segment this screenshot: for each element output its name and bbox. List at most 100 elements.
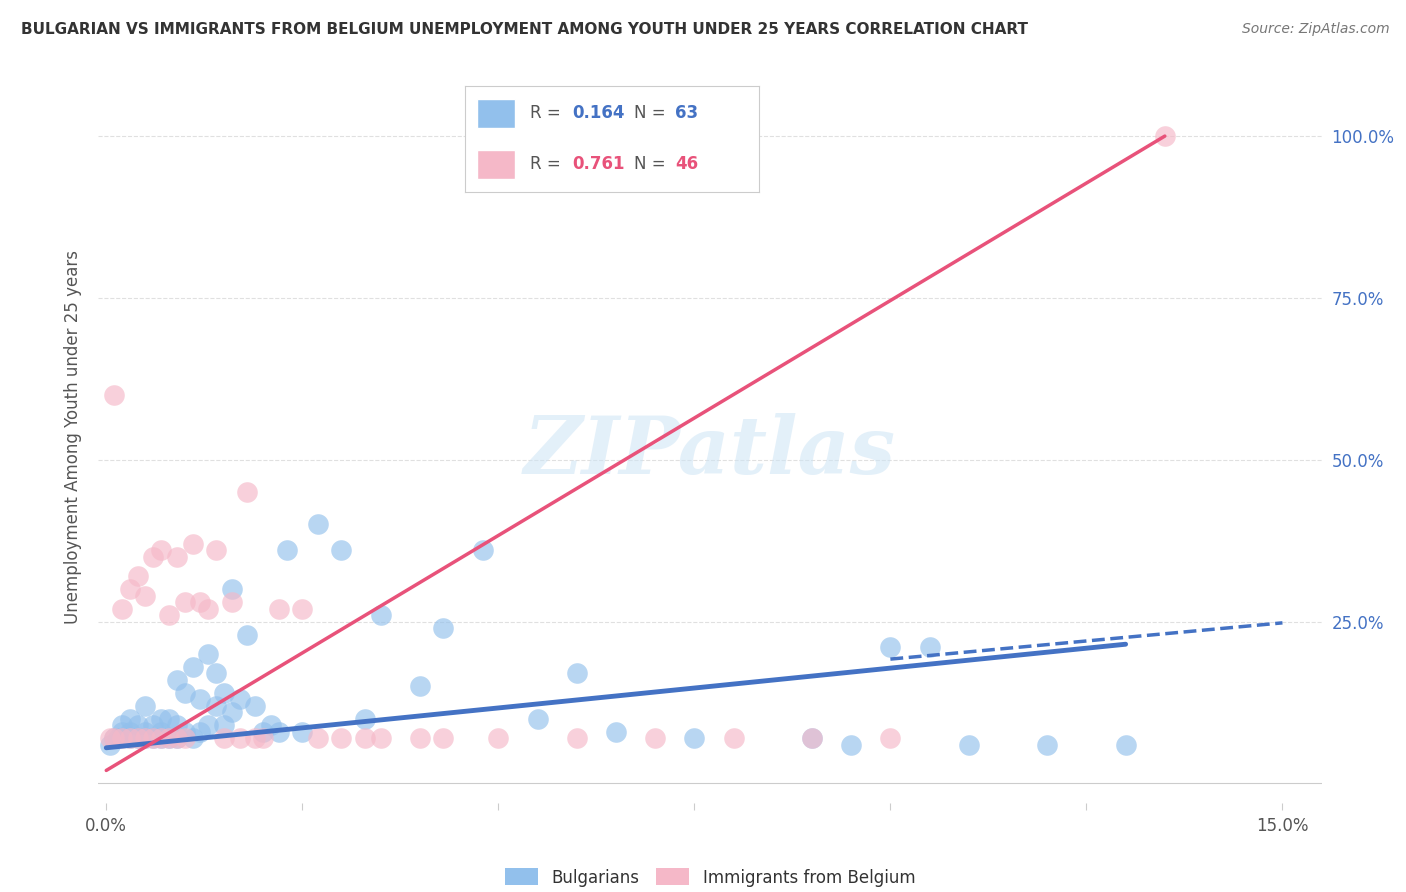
- Point: [197, 647, 219, 661]
- Point: [245, 698, 267, 713]
- Point: [150, 543, 173, 558]
- Point: [330, 731, 353, 745]
- Point: [166, 731, 188, 745]
- Point: [276, 543, 298, 558]
- Point: [228, 692, 250, 706]
- Point: [526, 712, 548, 726]
- Point: [801, 731, 824, 745]
- Point: [127, 718, 149, 732]
- Point: [205, 698, 228, 713]
- Point: [142, 731, 165, 745]
- Point: [157, 712, 180, 726]
- Point: [565, 666, 588, 681]
- Point: [150, 731, 173, 745]
- Point: [134, 731, 156, 745]
- Point: [252, 731, 274, 745]
- Point: [118, 582, 141, 597]
- Point: [354, 731, 377, 745]
- Point: [134, 731, 156, 745]
- Point: [157, 608, 180, 623]
- Point: [221, 705, 243, 719]
- Point: [111, 731, 134, 745]
- Point: [103, 731, 125, 745]
- Point: [370, 731, 392, 745]
- Legend: Bulgarians, Immigrants from Belgium: Bulgarians, Immigrants from Belgium: [498, 862, 922, 892]
- Point: [839, 738, 862, 752]
- Point: [432, 621, 454, 635]
- Text: ZIPatlas: ZIPatlas: [524, 413, 896, 491]
- Point: [205, 666, 228, 681]
- Point: [212, 718, 235, 732]
- Point: [118, 731, 141, 745]
- Point: [957, 738, 980, 752]
- Point: [166, 731, 188, 745]
- Point: [409, 679, 432, 693]
- Point: [173, 724, 195, 739]
- Point: [1115, 738, 1137, 752]
- Point: [181, 537, 204, 551]
- Point: [221, 582, 243, 597]
- Point: [228, 731, 250, 745]
- Point: [188, 692, 212, 706]
- Text: Source: ZipAtlas.com: Source: ZipAtlas.com: [1241, 22, 1389, 37]
- Point: [150, 731, 173, 745]
- Point: [134, 724, 156, 739]
- Point: [157, 731, 180, 745]
- Point: [118, 724, 141, 739]
- Point: [291, 724, 314, 739]
- Point: [212, 731, 235, 745]
- Y-axis label: Unemployment Among Youth under 25 years: Unemployment Among Youth under 25 years: [65, 250, 83, 624]
- Point: [409, 731, 432, 745]
- Text: BULGARIAN VS IMMIGRANTS FROM BELGIUM UNEMPLOYMENT AMONG YOUTH UNDER 25 YEARS COR: BULGARIAN VS IMMIGRANTS FROM BELGIUM UNE…: [21, 22, 1028, 37]
- Point: [260, 718, 283, 732]
- Point: [723, 731, 745, 745]
- Point: [801, 731, 824, 745]
- Point: [354, 712, 377, 726]
- Point: [236, 627, 259, 641]
- Point: [103, 731, 125, 745]
- Point: [134, 698, 156, 713]
- Point: [181, 660, 204, 674]
- Point: [370, 608, 392, 623]
- Point: [181, 731, 204, 745]
- Point: [307, 517, 329, 532]
- Point: [111, 601, 134, 615]
- Point: [205, 543, 228, 558]
- Point: [166, 673, 188, 687]
- Point: [98, 738, 121, 752]
- Point: [267, 724, 290, 739]
- Point: [879, 640, 901, 655]
- Point: [111, 724, 134, 739]
- Point: [918, 640, 941, 655]
- Point: [188, 595, 212, 609]
- Point: [107, 731, 129, 745]
- Point: [197, 718, 219, 732]
- Point: [134, 589, 156, 603]
- Point: [1036, 738, 1059, 752]
- Point: [173, 686, 195, 700]
- Point: [157, 731, 180, 745]
- Point: [330, 543, 353, 558]
- Point: [879, 731, 901, 745]
- Point: [471, 543, 494, 558]
- Point: [683, 731, 706, 745]
- Point: [166, 718, 188, 732]
- Point: [103, 388, 125, 402]
- Point: [212, 686, 235, 700]
- Point: [252, 724, 274, 739]
- Point: [150, 712, 173, 726]
- Point: [111, 718, 134, 732]
- Point: [142, 718, 165, 732]
- Point: [1153, 129, 1175, 144]
- Point: [644, 731, 666, 745]
- Point: [127, 569, 149, 583]
- Point: [291, 601, 314, 615]
- Point: [98, 731, 121, 745]
- Point: [307, 731, 329, 745]
- Point: [197, 601, 219, 615]
- Point: [236, 485, 259, 500]
- Point: [432, 731, 454, 745]
- Point: [142, 731, 165, 745]
- Point: [118, 731, 141, 745]
- Point: [221, 595, 243, 609]
